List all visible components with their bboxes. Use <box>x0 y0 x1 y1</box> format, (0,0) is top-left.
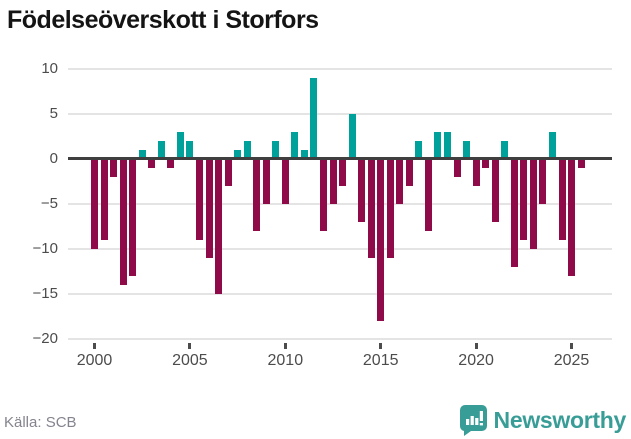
bar-2011H2 <box>310 77 318 159</box>
bar-2019H1 <box>453 158 461 177</box>
bar-2025H1 <box>568 158 575 276</box>
bar-2017H2 <box>424 158 432 231</box>
bar-2022H2 <box>520 158 528 240</box>
bar-2014H2 <box>367 158 375 258</box>
bar-2020H2 <box>482 158 490 168</box>
bar-2006H1 <box>205 158 213 258</box>
bar-2001H2 <box>119 158 127 285</box>
bar-2025H2 <box>577 158 585 168</box>
y-axis-tick-label: 5 <box>49 104 58 122</box>
bar-2017H1 <box>415 140 423 159</box>
bar-2023H1 <box>529 158 537 249</box>
bar-2011H1 <box>300 149 308 159</box>
bar-2018H1 <box>434 131 442 159</box>
bar-2000H1 <box>91 158 98 249</box>
y-axis-tick-label: −10 <box>32 239 58 257</box>
newsworthy-wordmark: Newsworthy <box>493 406 627 433</box>
x-axis-tick-mark <box>379 343 383 349</box>
bar-2003H2 <box>157 140 165 159</box>
bar-2001H1 <box>110 158 118 177</box>
x-axis-tick-label: 2005 <box>172 352 208 369</box>
y-axis-tick-label: 0 <box>49 149 58 167</box>
bar-2007H2 <box>234 149 242 159</box>
bar-2018H2 <box>444 131 451 159</box>
bar-2020H1 <box>472 158 480 186</box>
bar-2004H1 <box>167 158 175 168</box>
x-axis-tick-label: 2000 <box>76 352 113 369</box>
bar-2010H2 <box>291 131 299 159</box>
x-axis-tick-label: 2015 <box>362 352 399 369</box>
bar-2014H1 <box>358 158 366 222</box>
y-axis-tick-label: 10 <box>41 59 58 77</box>
bar-2005H1 <box>186 140 194 159</box>
gridline <box>68 112 612 115</box>
y-axis-tick-label: −20 <box>32 329 58 347</box>
x-axis-tick-mark <box>570 343 573 349</box>
bar-2013H2 <box>348 113 356 159</box>
bar-2003H1 <box>148 158 156 168</box>
gridline <box>68 67 612 70</box>
gridline <box>68 337 612 340</box>
bar-2015H2 <box>386 158 394 258</box>
x-axis-tick-mark <box>93 343 96 349</box>
bar-2012H2 <box>329 158 337 204</box>
bar-2016H2 <box>405 158 413 186</box>
bar-2010H1 <box>281 158 289 204</box>
bar-2024H1 <box>548 131 556 159</box>
y-axis-tick-label: −5 <box>40 194 58 212</box>
bar-2021H1 <box>491 158 499 222</box>
gridline <box>68 292 612 295</box>
bar-2005H2 <box>195 158 203 240</box>
bar-2004H2 <box>176 131 184 159</box>
bar-2023H2 <box>539 158 547 204</box>
bar-2009H1 <box>262 158 270 204</box>
bar-2008H2 <box>253 158 261 231</box>
bar-2015H1 <box>377 158 385 321</box>
x-axis-tick-label: 2010 <box>267 352 304 369</box>
bar-2016H1 <box>396 158 404 204</box>
x-axis-tick-mark <box>474 343 478 349</box>
x-axis-tick-label: 2025 <box>553 352 590 369</box>
bar-2021H2 <box>501 140 509 159</box>
y-axis-tick-label: −15 <box>32 284 58 302</box>
bar-2002H2 <box>138 149 146 159</box>
bar-2013H1 <box>339 158 346 186</box>
bar-2007H1 <box>224 158 232 186</box>
bar-2006H2 <box>215 158 222 294</box>
bar-2000H2 <box>100 158 108 240</box>
bar-2012H1 <box>320 158 327 231</box>
chart-title: Födelseöverskott i Storfors <box>7 6 319 34</box>
x-axis-tick-mark <box>188 343 192 349</box>
x-axis-tick-mark <box>283 343 287 349</box>
bar-2022H1 <box>510 158 518 267</box>
x-axis-tick-label: 2020 <box>458 352 494 369</box>
bar-2019H2 <box>463 140 471 159</box>
bar-2024H2 <box>558 158 566 240</box>
source-caption: Källa: SCB <box>4 414 77 431</box>
newsworthy-logo[interactable]: Newsworthy <box>459 403 627 437</box>
newsworthy-bar-chart-icon <box>459 404 487 436</box>
bar-2009H2 <box>272 140 280 159</box>
gridline <box>68 247 612 250</box>
bar-2002H1 <box>129 158 137 276</box>
zero-baseline <box>68 157 612 160</box>
gridline <box>68 202 612 205</box>
bar-2008H1 <box>243 140 251 159</box>
